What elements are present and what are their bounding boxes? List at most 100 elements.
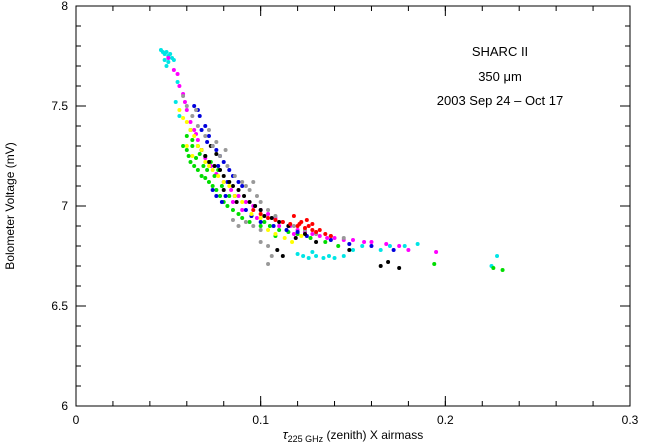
data-point (236, 224, 241, 228)
data-point (328, 238, 333, 242)
data-point (166, 56, 171, 60)
data-point (247, 188, 252, 192)
data-point (325, 236, 330, 240)
data-point (277, 224, 282, 228)
data-point (190, 138, 195, 142)
data-point (175, 72, 180, 76)
data-point (221, 160, 226, 164)
data-point (192, 134, 197, 138)
data-point (192, 104, 197, 108)
data-point (310, 232, 315, 236)
data-point (317, 234, 322, 238)
data-point (291, 232, 296, 236)
data-point (332, 256, 337, 260)
data-point (168, 52, 173, 56)
data-point (177, 84, 182, 88)
data-point (227, 168, 232, 172)
data-point (206, 164, 211, 168)
data-point (225, 164, 230, 168)
data-point (266, 262, 271, 266)
data-point (184, 120, 189, 124)
data-point (232, 174, 237, 178)
data-point (184, 144, 189, 148)
data-point (247, 200, 252, 204)
data-point (262, 220, 267, 224)
data-point (317, 228, 322, 232)
data-point (236, 188, 241, 192)
x-tick-label: 0.3 (622, 413, 639, 427)
data-point (314, 240, 319, 244)
data-point (351, 248, 355, 252)
data-point (219, 200, 224, 204)
data-point (243, 184, 248, 188)
data-point (280, 220, 285, 224)
data-point (266, 208, 271, 212)
data-point (378, 248, 383, 252)
data-point (308, 236, 313, 240)
data-point (302, 232, 307, 236)
data-point (221, 174, 226, 178)
x-axis-label-prefix: τ (283, 427, 289, 442)
data-point (386, 260, 391, 264)
data-point (258, 216, 263, 220)
data-point (271, 224, 276, 228)
data-point (214, 140, 219, 144)
data-point (206, 128, 211, 132)
data-point (236, 212, 241, 216)
data-point (166, 60, 171, 64)
data-point (258, 240, 263, 244)
data-point (249, 212, 254, 216)
tick-labels: 0 0.1 0.2 0.3 6 6.5 7 7.5 8 (51, 0, 638, 427)
data-point (210, 168, 215, 172)
data-point (351, 238, 355, 242)
data-point (227, 194, 232, 198)
data-point (295, 252, 300, 256)
data-point (378, 264, 383, 268)
data-point (214, 152, 219, 156)
data-point (347, 248, 352, 252)
data-point (214, 188, 219, 192)
data-point (277, 228, 282, 232)
data-point (219, 184, 224, 188)
data-point (275, 248, 280, 252)
data-point (332, 236, 337, 240)
data-point (240, 216, 245, 220)
data-point (181, 116, 186, 120)
data-point (369, 244, 374, 248)
data-point (192, 164, 197, 168)
data-point (203, 124, 208, 128)
data-point (258, 224, 263, 228)
data-point (164, 50, 169, 54)
data-point (216, 174, 221, 178)
data-point (195, 144, 200, 148)
data-point (323, 232, 328, 236)
data-point (243, 208, 248, 212)
data-point (236, 194, 241, 198)
data-point (206, 134, 211, 138)
data-point (225, 204, 230, 208)
data-point (360, 244, 365, 248)
data-point (206, 160, 211, 164)
data-point (173, 100, 178, 104)
data-point (434, 250, 439, 254)
data-point (218, 154, 223, 158)
data-point (184, 108, 189, 112)
y-tick-label: 6.5 (51, 299, 68, 313)
data-point (240, 208, 245, 212)
data-point (295, 230, 300, 234)
y-tick-label: 7 (61, 199, 68, 213)
data-point (199, 148, 204, 152)
data-point (247, 220, 252, 224)
data-point (277, 220, 282, 224)
annotation-date-range: 2003 Sep 24 – Oct 17 (437, 93, 563, 108)
data-point (284, 228, 289, 232)
data-point (290, 240, 295, 244)
data-point (291, 214, 296, 218)
data-point (304, 218, 309, 222)
data-point (314, 230, 319, 234)
data-point (299, 234, 304, 238)
data-point (273, 232, 278, 236)
data-point (221, 188, 226, 192)
data-point (302, 226, 307, 230)
data-point (251, 208, 256, 212)
